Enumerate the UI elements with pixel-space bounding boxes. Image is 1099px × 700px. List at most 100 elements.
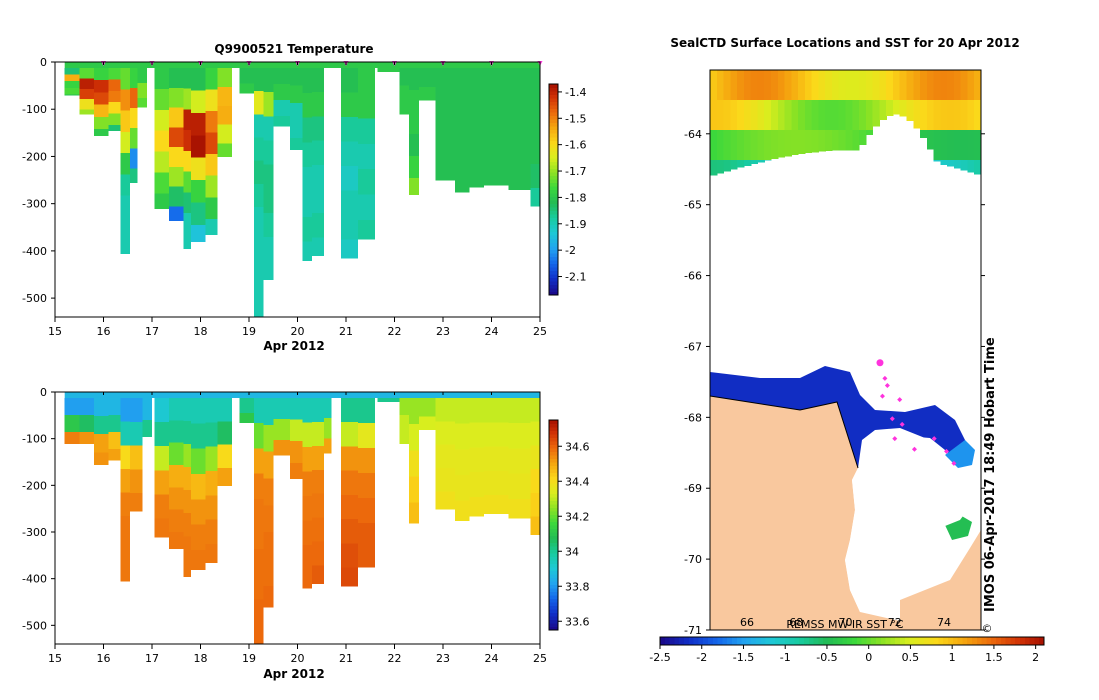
colorbar-segment	[549, 591, 558, 596]
sst-cell	[710, 160, 718, 176]
section-cell	[409, 398, 419, 425]
section-cell	[484, 495, 509, 514]
sst-cell	[953, 100, 962, 131]
colorbar-segment	[976, 637, 983, 645]
sst-cell	[743, 130, 752, 161]
sst-cell	[777, 130, 786, 158]
colorbar-tick-label: -1.5	[565, 112, 586, 125]
sst-cell	[831, 100, 840, 131]
colorbar-segment	[674, 637, 680, 645]
section-cell	[93, 416, 109, 435]
colorbar-segment	[1024, 637, 1031, 645]
sst-cell	[845, 100, 853, 131]
sst-cell	[798, 100, 806, 131]
section-cell	[273, 68, 291, 85]
sst-cell	[818, 130, 826, 152]
section-cell	[130, 421, 143, 447]
x-tick-label: 17	[145, 652, 159, 665]
sst-cell	[920, 100, 928, 131]
section-cell	[190, 398, 206, 424]
colorbar-segment	[549, 525, 558, 529]
section-cell	[217, 468, 233, 486]
y-tick-label: -100	[22, 103, 47, 116]
colorbar-segment	[549, 129, 558, 134]
colorbar-segment	[746, 637, 752, 645]
sst-cell	[865, 70, 874, 101]
y-tick-label: 0	[40, 56, 47, 69]
colorbar-segment	[876, 637, 882, 645]
sst-cell	[770, 70, 779, 101]
colorbar-segment	[549, 616, 558, 620]
section-cell	[399, 85, 410, 104]
sst-cell	[804, 130, 813, 154]
section-cell	[435, 468, 456, 492]
section-cell	[253, 137, 264, 162]
section-cell	[93, 398, 109, 417]
colorbar-segment	[549, 150, 558, 155]
section-cell	[253, 549, 264, 575]
section-cell	[217, 105, 233, 126]
section-cell	[484, 92, 509, 118]
section-cell	[239, 68, 254, 84]
colorbar-segment	[962, 637, 968, 645]
colorbar-segment	[549, 98, 558, 103]
section-cell	[154, 130, 169, 153]
section-cell	[253, 160, 264, 185]
section-cell	[341, 214, 359, 241]
section-cell	[302, 398, 313, 424]
sst-cell	[960, 130, 969, 161]
sst-cell	[784, 130, 792, 157]
section-cell	[312, 517, 325, 543]
colorbar-segment	[1020, 637, 1026, 645]
section-cell	[435, 91, 456, 116]
section-cell	[312, 421, 325, 447]
section-cell	[154, 193, 169, 209]
section-cell	[239, 398, 254, 414]
section-cell	[168, 442, 184, 466]
section-cell	[168, 166, 184, 188]
credit-symbol: ©	[982, 622, 993, 635]
x-tick-label: 24	[485, 325, 499, 338]
seal-surface-location	[882, 375, 888, 381]
seal-surface-location	[944, 448, 950, 454]
section-cell	[190, 90, 206, 114]
sst-cell	[723, 160, 731, 172]
section-cell	[312, 398, 325, 423]
colorbar-segment	[727, 637, 733, 645]
colorbar-segment	[549, 168, 558, 173]
sst-cell	[865, 100, 874, 131]
colorbar-segment	[549, 472, 558, 477]
section-cell	[312, 469, 325, 495]
section-cell	[341, 422, 359, 448]
colorbar-segment	[549, 511, 558, 515]
colorbar-segment	[856, 637, 863, 645]
colorbar-segment	[813, 637, 819, 645]
section-cell	[312, 116, 325, 142]
section-cell	[217, 124, 233, 145]
section-cell	[190, 202, 206, 226]
section-cell	[358, 219, 376, 240]
colorbar-segment	[688, 637, 695, 645]
section-cell	[168, 509, 184, 533]
coastline	[710, 395, 859, 469]
colorbar-segment	[549, 94, 558, 99]
section-cell	[263, 398, 274, 426]
section-cell	[108, 414, 121, 433]
section-cell	[418, 398, 436, 418]
colorbar-segment	[549, 136, 558, 141]
section-cell	[120, 445, 131, 470]
colorbar-segment	[775, 637, 781, 645]
sst-cell	[791, 100, 799, 131]
colorbar-segment	[832, 637, 839, 645]
section-cell	[253, 114, 264, 139]
colorbar-segment	[549, 567, 558, 571]
section-cell	[530, 188, 540, 207]
colorbar-segment	[751, 637, 757, 645]
section-cell	[312, 213, 325, 239]
colorbar-segment	[549, 214, 558, 219]
section-cell	[455, 423, 470, 450]
section-cell	[108, 79, 121, 92]
section-cell	[120, 195, 131, 218]
sst-cell	[723, 100, 731, 131]
colorbar-segment	[549, 493, 558, 498]
